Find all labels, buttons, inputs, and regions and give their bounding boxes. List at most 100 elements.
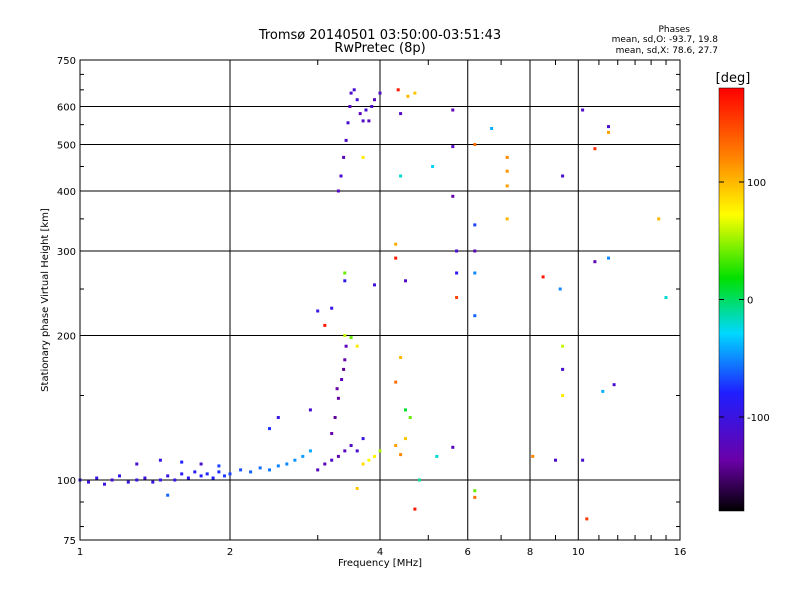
chart-title: Tromsø 20140501 03:50:00-03:51:43 — [258, 28, 501, 43]
data-point-57 — [349, 336, 353, 340]
data-point-4 — [110, 478, 114, 482]
y-tick-label-750: 750 — [57, 56, 76, 67]
data-point-129 — [505, 155, 509, 159]
data-point-13 — [180, 472, 184, 476]
data-point-18 — [211, 476, 215, 480]
colorbar-label: [deg] — [716, 71, 751, 86]
data-point-19 — [217, 470, 221, 474]
data-point-139 — [607, 130, 610, 134]
data-point-26 — [276, 464, 280, 468]
x-tick-labels: 1 2 4 6 8 10 16 — [77, 547, 687, 558]
data-point-132 — [505, 217, 509, 221]
data-point-138 — [593, 147, 597, 151]
data-point-97 — [367, 119, 371, 123]
x-tick-label-4: 4 — [377, 547, 383, 558]
data-point-36 — [268, 427, 271, 431]
data-point-75 — [473, 489, 477, 493]
data-point-101 — [352, 88, 356, 92]
data-point-29 — [301, 454, 305, 458]
data-point-121 — [455, 271, 459, 275]
data-point-92 — [349, 91, 353, 95]
data-point-85 — [612, 383, 616, 387]
data-point-35 — [217, 464, 221, 468]
data-point-72 — [418, 478, 421, 482]
data-point-23 — [249, 470, 253, 474]
data-point-44 — [343, 449, 347, 453]
data-point-30 — [308, 449, 312, 453]
data-point-144 — [664, 296, 668, 299]
phases-heading: Phases — [658, 25, 690, 35]
x-tick-label-1: 1 — [77, 547, 83, 558]
chart-subtitle: RwPretec (8p) — [334, 41, 425, 56]
data-point-55 — [361, 437, 365, 441]
data-point-96 — [364, 108, 368, 112]
data-point-134 — [541, 275, 545, 279]
x-tick-label-10: 10 — [572, 547, 585, 558]
data-point-106 — [316, 309, 320, 313]
colorbar-tick-label--100: -100 — [747, 413, 770, 424]
data-point-15 — [193, 470, 197, 474]
data-point-143 — [657, 217, 661, 221]
data-point-83 — [561, 367, 565, 371]
data-point-142 — [607, 256, 610, 260]
data-point-63 — [355, 487, 359, 490]
data-point-34 — [199, 462, 203, 466]
x-axis-label: Frequency [MHz] — [338, 558, 422, 569]
y-tick-label-400: 400 — [57, 187, 76, 198]
data-point-33 — [180, 460, 184, 464]
data-point-116 — [399, 174, 403, 178]
data-point-32 — [158, 458, 162, 462]
data-point-123 — [455, 249, 459, 253]
data-point-27 — [285, 462, 289, 466]
data-point-140 — [607, 125, 610, 129]
data-point-74 — [451, 445, 455, 449]
data-point-9 — [151, 480, 155, 484]
y-tick-label-100: 100 — [57, 476, 76, 487]
data-point-110 — [343, 279, 347, 283]
data-point-61 — [378, 449, 382, 453]
data-point-10 — [158, 478, 162, 482]
data-point-52 — [342, 367, 346, 371]
data-point-86 — [336, 189, 340, 193]
data-point-38 — [308, 408, 312, 412]
data-point-6 — [126, 480, 130, 484]
data-point-108 — [330, 306, 334, 310]
y-tick-labels: 75 100 200 300 400 500 600 750 — [57, 56, 76, 547]
data-point-68 — [404, 408, 407, 412]
data-point-117 — [431, 165, 435, 168]
x-tick-label-16: 16 — [674, 547, 687, 558]
data-point-107 — [323, 323, 327, 327]
y-tick-label-500: 500 — [57, 141, 76, 152]
data-point-46 — [330, 432, 334, 435]
data-point-67 — [408, 416, 412, 419]
data-point-81 — [561, 394, 565, 397]
data-point-37 — [276, 416, 280, 419]
x-tick-label-2: 2 — [227, 547, 233, 558]
data-point-41 — [323, 462, 327, 466]
data-point-91 — [348, 105, 352, 108]
data-point-3 — [103, 482, 106, 486]
data-point-62 — [361, 462, 365, 466]
data-point-77 — [531, 454, 535, 458]
data-point-28 — [293, 458, 297, 462]
data-point-21 — [228, 472, 232, 476]
data-point-124 — [473, 223, 477, 227]
data-point-89 — [344, 138, 348, 142]
data-point-105 — [361, 155, 365, 159]
data-point-102 — [396, 88, 400, 92]
data-point-59 — [367, 458, 371, 462]
data-point-31 — [135, 462, 139, 466]
data-point-115 — [399, 112, 403, 116]
data-point-84 — [601, 389, 605, 393]
data-point-114 — [404, 279, 407, 283]
data-point-87 — [339, 174, 343, 178]
colorbar-ticks: 100 0 -100 — [719, 178, 770, 424]
data-point-127 — [473, 314, 477, 318]
data-point-141 — [593, 260, 597, 264]
data-point-65 — [399, 453, 403, 457]
colorbar-tick-label-100: 100 — [747, 178, 766, 189]
data-point-120 — [451, 194, 455, 198]
data-point-42 — [330, 458, 334, 462]
data-point-43 — [336, 454, 340, 458]
